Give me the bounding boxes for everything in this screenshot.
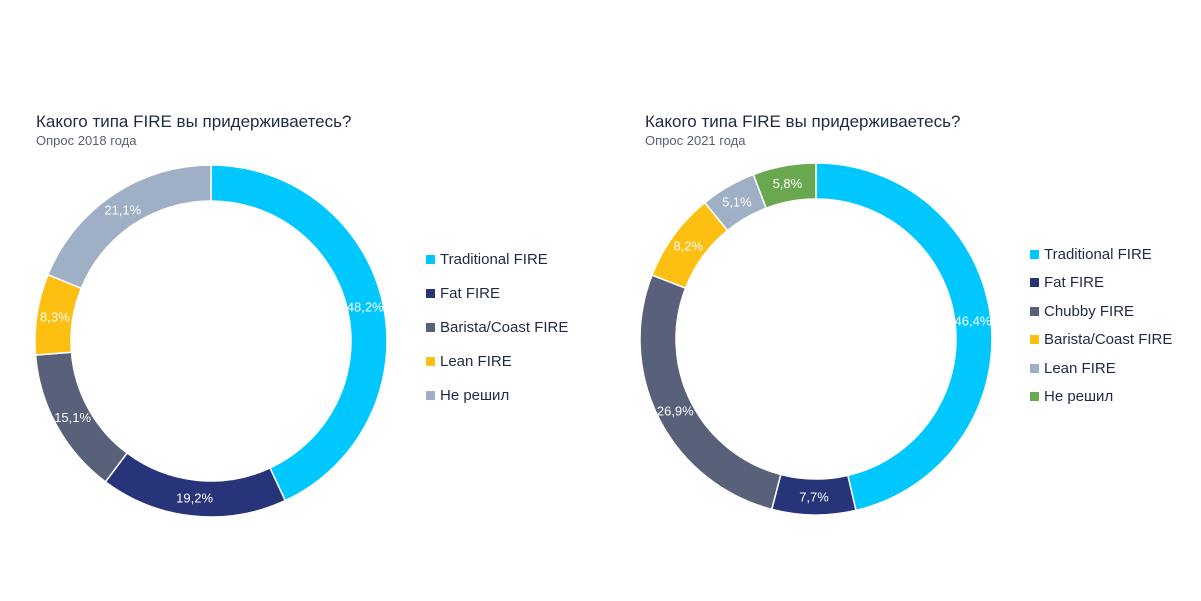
legend-swatch [1030, 363, 1039, 373]
data-label-не-решил: 5,8% [773, 176, 803, 191]
legend-label: Barista/Coast FIRE [440, 318, 569, 336]
legend-swatch [1030, 392, 1039, 402]
chart-title: Какого типа FIRE вы придерживаетесь? [36, 112, 352, 131]
legend-label: Traditional FIRE [1044, 245, 1152, 263]
data-label-lean-fire: 5,1% [722, 195, 752, 210]
slice-traditional-fire [815, 162, 993, 512]
legend-item-не-решил: Не решил [426, 378, 568, 412]
legend-item-barista-coast-fire: Barista/Coast FIRE [426, 310, 568, 344]
data-label-не-решил: 21,1% [104, 202, 141, 217]
chart-title: Какого типа FIRE вы придерживаетесь? [645, 112, 961, 131]
data-label-barista-coast-fire: 8,2% [673, 239, 703, 254]
slice-не-решил [46, 164, 212, 290]
donut-chart-2018: 48,2% 19,2% 15,1% 8,3% 21,1% [34, 164, 388, 518]
legend-item-lean-fire: Lean FIRE [426, 344, 568, 378]
legend: Traditional FIRE Fat FIRE Chubby FIRE Baris… [1030, 240, 1172, 411]
legend-label: Lean FIRE [440, 352, 512, 370]
chart-panel-2021: Какого типа FIRE вы придерживаетесь? Опр… [604, 0, 1201, 601]
legend-swatch [1030, 335, 1039, 345]
chart-subtitle: Опрос 2018 года [36, 133, 137, 148]
legend-item-не-решил: Не решил [1030, 383, 1172, 412]
legend-item-traditional-fire: Traditional FIRE [426, 242, 568, 276]
data-label-lean-fire: 8,3% [40, 309, 70, 324]
legend-item-lean-fire: Lean FIRE [1030, 354, 1172, 383]
legend-label: Fat FIRE [1044, 274, 1105, 292]
data-label-fat-fire: 19,2% [176, 491, 213, 506]
chart-subtitle: Опрос 2021 года [645, 133, 746, 148]
slice-не-решил [752, 162, 817, 210]
slice-chubby-fire [639, 274, 782, 511]
legend-item-barista-coast-fire: Barista/Coast FIRE [1030, 326, 1172, 355]
legend-swatch [426, 390, 435, 400]
legend-swatch [1030, 306, 1039, 316]
legend-item-fat-fire: Fat FIRE [426, 276, 568, 310]
legend: Traditional FIRE Fat FIRE Barista/Coast FI… [426, 242, 568, 412]
legend-swatch [1030, 249, 1039, 259]
legend-swatch [426, 322, 435, 332]
slice-traditional-fire [210, 164, 388, 502]
chart-panel-2018: Какого типа FIRE вы придерживаетесь? Опр… [0, 0, 600, 601]
data-label-barista-coast-fire: 15,1% [54, 410, 91, 425]
legend-swatch [426, 254, 435, 264]
data-label-traditional-fire: 46,4% [955, 313, 992, 328]
data-label-chubby-fire: 26,9% [657, 403, 694, 418]
data-label-traditional-fire: 48,2% [347, 299, 384, 314]
legend-label: Не решил [1044, 388, 1114, 406]
data-label-fat-fire: 7,7% [799, 489, 829, 504]
legend-label: Не решил [440, 386, 510, 404]
legend-label: Traditional FIRE [440, 250, 548, 268]
legend-swatch [426, 356, 435, 366]
donut-chart-2021: 46,4% 7,7% 26,9% 8,2% 5,1% 5,8% [639, 162, 993, 516]
slice-fat-fire [104, 451, 287, 518]
legend-swatch [426, 288, 435, 298]
legend-item-chubby-fire: Chubby FIRE [1030, 297, 1172, 326]
legend-item-fat-fire: Fat FIRE [1030, 269, 1172, 298]
legend-label: Fat FIRE [440, 284, 501, 302]
legend-label: Chubby FIRE [1044, 302, 1135, 320]
legend-label: Barista/Coast FIRE [1044, 331, 1173, 349]
legend-item-traditional-fire: Traditional FIRE [1030, 240, 1172, 269]
legend-label: Lean FIRE [1044, 359, 1116, 377]
legend-swatch [1030, 278, 1039, 288]
